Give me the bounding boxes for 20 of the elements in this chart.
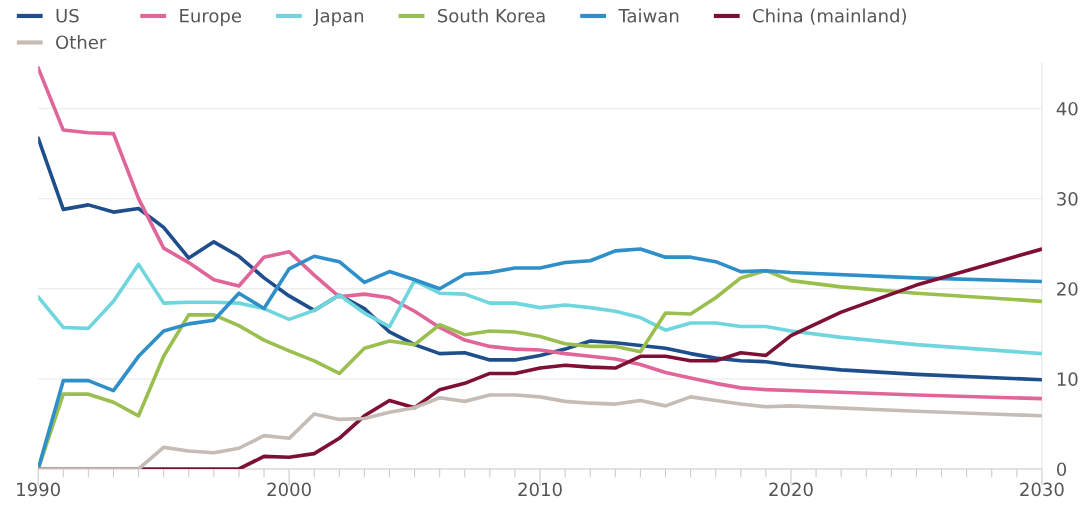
x-tick-label: 2020 xyxy=(769,482,813,497)
line-series xyxy=(38,262,1042,356)
x-tick-label: 2000 xyxy=(267,482,311,497)
legend-label: South Korea xyxy=(437,8,545,23)
y-tick-label: 10 xyxy=(1057,372,1078,386)
legend-label: China (mainland) xyxy=(753,8,906,25)
legend-label: Taiwan xyxy=(618,8,679,23)
legend-label: Japan xyxy=(313,9,364,27)
y-tick-label: 0 xyxy=(1056,462,1067,477)
legend-label: Other xyxy=(56,35,107,50)
y-tick-label: 40 xyxy=(1056,101,1078,116)
y-tick-label: 20 xyxy=(1057,282,1078,296)
legend-label: US xyxy=(56,8,79,23)
y-tick-label: 30 xyxy=(1057,192,1078,206)
x-tick-label: 2030 xyxy=(1020,482,1064,497)
x-tick-label: 2010 xyxy=(518,482,562,497)
line-series xyxy=(38,66,1042,401)
legend-label: Europe xyxy=(180,9,242,27)
line-series xyxy=(38,136,1042,382)
x-tick-label: 1990 xyxy=(17,482,60,497)
